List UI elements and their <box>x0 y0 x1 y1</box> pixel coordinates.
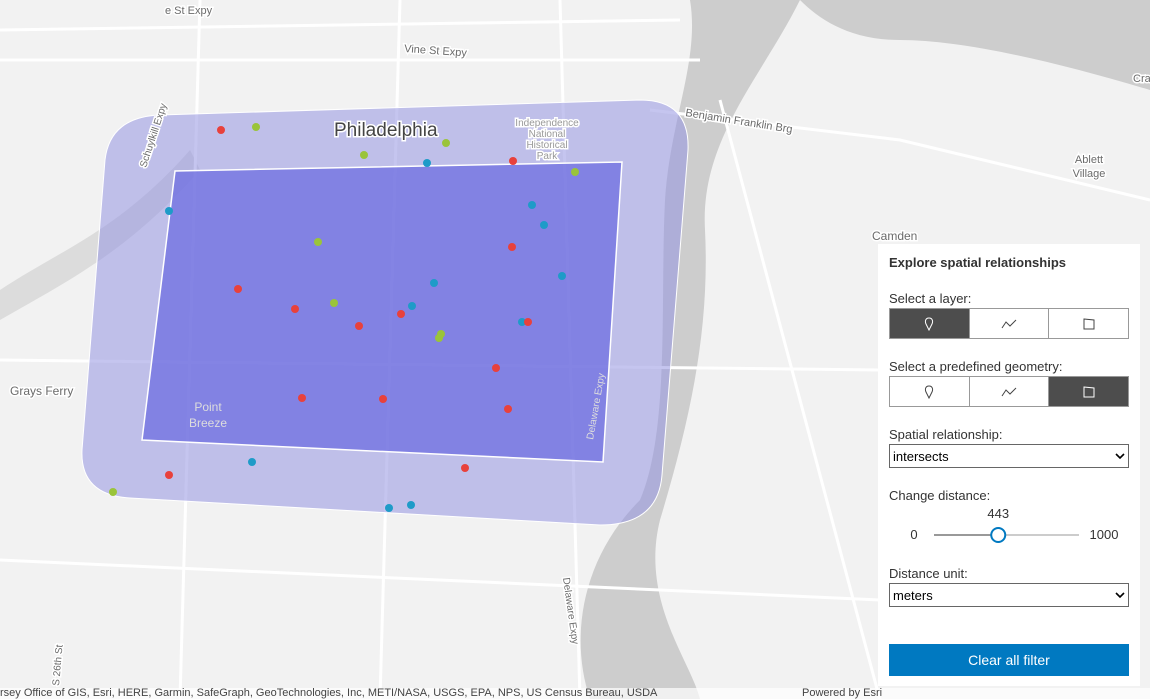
relationship-select[interactable]: intersects <box>889 444 1129 468</box>
map-label: Park <box>537 151 559 162</box>
powered-by: Powered by Esri <box>802 687 883 699</box>
clear-filter-button[interactable]: Clear all filter <box>889 644 1129 676</box>
slider-max: 1000 <box>1090 527 1119 542</box>
polyline-button[interactable] <box>970 377 1050 406</box>
label: Select a predefined geometry: <box>889 359 1063 374</box>
point-button[interactable] <box>890 377 970 406</box>
map-label: Grays Ferry <box>10 384 73 398</box>
slider-value: 443 <box>987 506 1009 521</box>
point-button[interactable] <box>890 309 970 338</box>
geometry-buttons <box>889 376 1129 407</box>
polygon-button[interactable] <box>1049 309 1128 338</box>
map-label: Independence <box>515 118 579 129</box>
label: Distance unit: <box>889 566 968 581</box>
distance-slider[interactable]: 0 1000 443 <box>889 504 1129 546</box>
map-label: Point <box>194 400 222 414</box>
map-label: Village <box>1073 168 1106 180</box>
label: Select a layer: <box>889 291 972 306</box>
map-label: S 26th St <box>51 644 66 686</box>
slider-thumb[interactable] <box>990 527 1007 543</box>
map-label: Philadelphia <box>334 120 438 141</box>
polyline-button[interactable] <box>970 309 1050 338</box>
map-label: Cra <box>1133 73 1150 85</box>
side-panel: Explore spatial relationships Select a l… <box>878 244 1140 686</box>
label: Spatial relationship: <box>889 427 1003 442</box>
map-label: Breeze <box>189 416 227 430</box>
map-label: Historical <box>526 140 567 151</box>
selected-polygon <box>141 161 623 463</box>
map-label: Camden <box>872 229 917 243</box>
polygon-button[interactable] <box>1049 377 1129 406</box>
label: Change distance: <box>889 488 991 503</box>
layer-buttons <box>889 308 1129 339</box>
attribution-sources: rsey Office of GIS, Esri, HERE, Garmin, … <box>0 687 658 699</box>
map-label: Ablett <box>1075 154 1103 166</box>
unit-select[interactable]: meters <box>889 583 1129 607</box>
panel-title: Explore spatial relationships <box>889 255 1066 270</box>
select-value: intersects <box>893 448 949 464</box>
map-label: e St Expy <box>165 5 213 17</box>
river <box>800 0 1150 90</box>
features <box>109 123 579 512</box>
select-value: meters <box>893 587 933 603</box>
slider-min: 0 <box>910 527 917 542</box>
river <box>580 0 800 699</box>
map-label: National <box>529 129 566 140</box>
attribution: rsey Office of GIS, Esri, HERE, Garmin, … <box>0 688 1150 699</box>
